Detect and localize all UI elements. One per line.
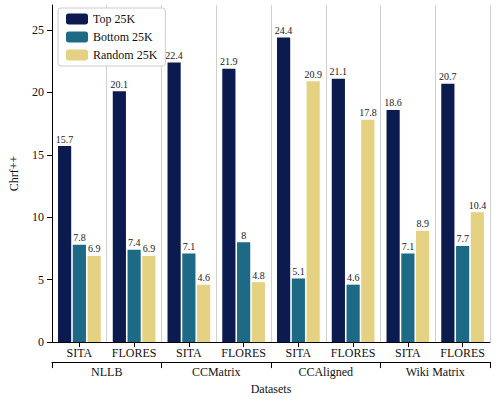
svg-text:Top 25K: Top 25K bbox=[93, 12, 135, 26]
svg-text:SITA: SITA bbox=[395, 346, 421, 360]
svg-text:5: 5 bbox=[38, 273, 44, 287]
svg-text:20.1: 20.1 bbox=[111, 79, 128, 90]
svg-text:Datasets: Datasets bbox=[251, 382, 292, 396]
svg-text:7.4: 7.4 bbox=[128, 237, 141, 248]
svg-text:7.1: 7.1 bbox=[402, 241, 415, 252]
svg-text:FLORES: FLORES bbox=[331, 346, 376, 360]
svg-text:22.4: 22.4 bbox=[165, 50, 183, 61]
svg-text:5.1: 5.1 bbox=[292, 266, 305, 277]
svg-text:4.6: 4.6 bbox=[197, 272, 210, 283]
svg-text:SITA: SITA bbox=[176, 346, 202, 360]
svg-text:25: 25 bbox=[32, 23, 44, 37]
svg-text:FLORES: FLORES bbox=[112, 346, 157, 360]
svg-text:21.9: 21.9 bbox=[220, 56, 238, 67]
svg-text:6.9: 6.9 bbox=[143, 243, 156, 254]
svg-text:4.8: 4.8 bbox=[252, 270, 265, 281]
svg-text:Chrf++: Chrf++ bbox=[7, 156, 21, 192]
svg-text:8.9: 8.9 bbox=[416, 218, 429, 229]
svg-text:20.9: 20.9 bbox=[304, 69, 322, 80]
svg-text:6.9: 6.9 bbox=[88, 243, 101, 254]
svg-text:FLORES: FLORES bbox=[440, 346, 485, 360]
svg-text:7.1: 7.1 bbox=[183, 241, 196, 252]
svg-text:Bottom 25K: Bottom 25K bbox=[93, 30, 153, 44]
svg-text:NLLB: NLLB bbox=[91, 365, 122, 379]
svg-text:24.4: 24.4 bbox=[275, 25, 293, 36]
svg-text:18.6: 18.6 bbox=[384, 97, 402, 108]
svg-text:15.7: 15.7 bbox=[56, 134, 74, 145]
svg-text:10: 10 bbox=[32, 210, 44, 224]
svg-text:10.4: 10.4 bbox=[469, 200, 487, 211]
svg-text:FLORES: FLORES bbox=[221, 346, 266, 360]
svg-text:8: 8 bbox=[241, 230, 246, 241]
svg-text:7.8: 7.8 bbox=[73, 232, 86, 243]
svg-text:SITA: SITA bbox=[286, 346, 312, 360]
svg-text:CCAligned: CCAligned bbox=[298, 365, 353, 379]
svg-text:Random 25K: Random 25K bbox=[93, 48, 158, 62]
svg-text:7.7: 7.7 bbox=[456, 233, 469, 244]
svg-text:Wiki Matrix: Wiki Matrix bbox=[406, 365, 465, 379]
svg-text:CCMatrix: CCMatrix bbox=[192, 365, 241, 379]
svg-text:20: 20 bbox=[32, 85, 44, 99]
svg-text:15: 15 bbox=[32, 148, 44, 162]
svg-text:20.7: 20.7 bbox=[439, 71, 457, 82]
svg-text:0: 0 bbox=[38, 335, 44, 349]
svg-text:SITA: SITA bbox=[67, 346, 93, 360]
svg-text:21.1: 21.1 bbox=[330, 66, 348, 77]
svg-text:4.6: 4.6 bbox=[347, 272, 360, 283]
svg-text:17.8: 17.8 bbox=[359, 107, 377, 118]
